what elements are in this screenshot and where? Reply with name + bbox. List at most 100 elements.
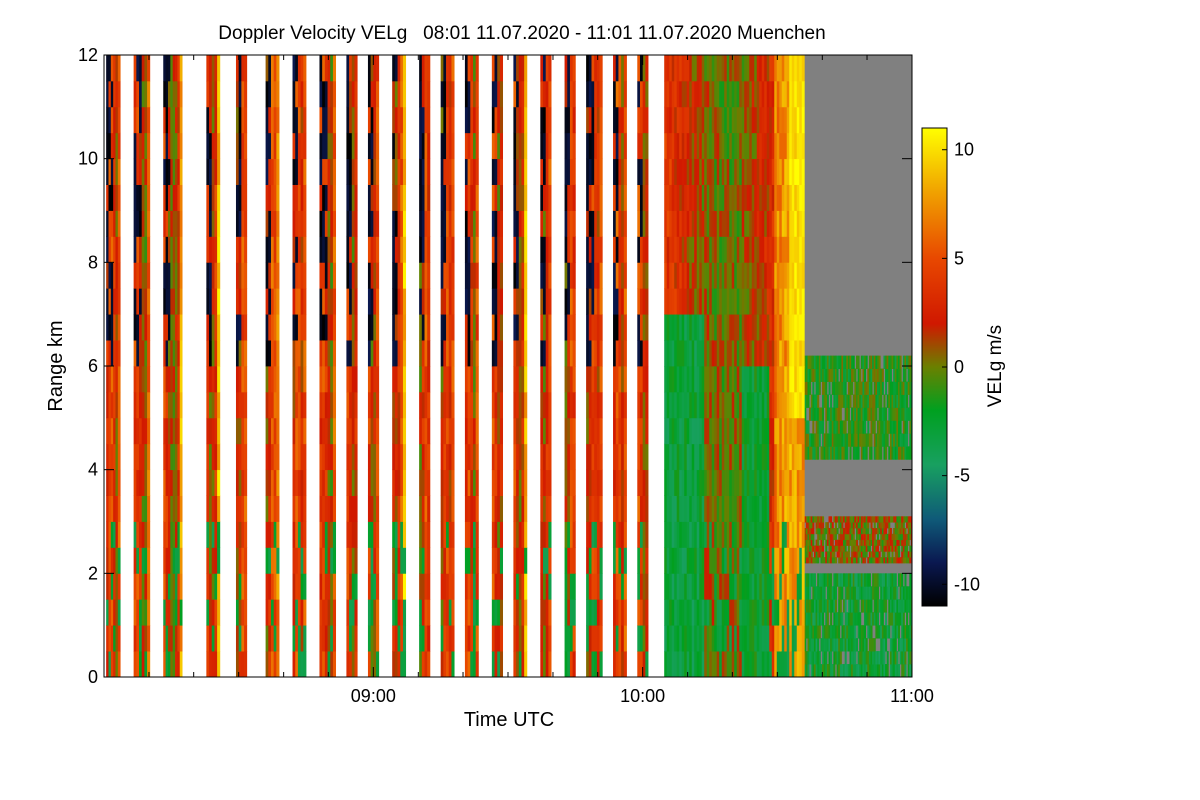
velocity-cell [897, 381, 901, 395]
velocity-cell [518, 236, 522, 263]
velocity-cell [163, 288, 167, 315]
velocity-cell [704, 236, 708, 263]
velocity-cell [110, 314, 114, 341]
velocity-cell [297, 106, 302, 134]
velocity-cell [849, 355, 852, 369]
velocity-cell [637, 314, 641, 341]
velocity-cell [295, 495, 299, 522]
velocity-cell [724, 210, 728, 237]
velocity-cell [907, 446, 910, 460]
velocity-cell [265, 262, 269, 289]
velocity-cell [896, 545, 899, 552]
velocity-cell [394, 391, 398, 419]
velocity-cell [543, 288, 547, 315]
velocity-cell [823, 625, 826, 639]
velocity-cell [108, 366, 112, 393]
velocity-cell [446, 495, 450, 522]
velocity-cell [822, 557, 825, 564]
velocity-cell [878, 599, 881, 613]
velocity-cell [878, 516, 881, 523]
velocity-cell [238, 547, 242, 574]
velocity-cell [292, 417, 296, 445]
velocity-cell [421, 80, 425, 108]
velocity-cell [868, 407, 871, 421]
velocity-cell [701, 495, 705, 522]
velocity-cell [914, 540, 916, 546]
velocity-cell [729, 443, 733, 471]
velocity-cell [163, 573, 167, 600]
velocity-cell [726, 599, 730, 626]
velocity-cell [913, 545, 915, 551]
velocity-cell [621, 417, 625, 445]
velocity-cell [901, 625, 904, 639]
velocity-cell [613, 391, 617, 419]
velocity-cell [813, 638, 816, 652]
velocity-cell [916, 664, 918, 677]
velocity-cell [467, 340, 471, 367]
velocity-cell [847, 533, 850, 541]
velocity-cell [709, 314, 713, 341]
velocity-cell [666, 521, 670, 548]
velocity-cell [599, 443, 603, 471]
velocity-cell [699, 236, 703, 263]
velocity-cell [714, 573, 718, 600]
velocity-cell [906, 446, 909, 460]
velocity-cell [766, 495, 770, 522]
velocity-cell [815, 527, 818, 535]
velocity-cell [844, 446, 847, 460]
velocity-cell [491, 599, 495, 626]
velocity-cell [295, 391, 299, 419]
velocity-cell [273, 651, 277, 677]
velocity-cell [691, 547, 695, 574]
velocity-cell [818, 381, 821, 395]
velocity-cell [421, 158, 425, 185]
velocity-cell [852, 557, 855, 564]
velocity-cell [618, 80, 622, 108]
velocity-cell [639, 132, 644, 160]
velocity-cell [828, 355, 831, 369]
velocity-cell [238, 262, 242, 289]
velocity-cell [749, 651, 753, 677]
velocity-cell [397, 625, 401, 652]
velocity-cell [322, 521, 326, 548]
velocity-cell [419, 158, 423, 185]
velocity-cell [897, 533, 901, 541]
velocity-cell [759, 184, 763, 211]
velocity-cell [679, 132, 683, 160]
velocity-cell [823, 599, 826, 613]
velocity-cell [756, 158, 760, 185]
velocity-cell [914, 522, 916, 528]
velocity-cell [400, 469, 404, 496]
velocity-cell [844, 625, 847, 639]
velocity-cell [867, 420, 870, 434]
velocity-cell [303, 469, 307, 496]
velocity-cell [711, 314, 715, 341]
velocity-cell [704, 366, 708, 393]
velocity-cell [691, 236, 695, 263]
velocity-cell [147, 288, 151, 315]
velocity-cell [209, 184, 213, 211]
velocity-cell [244, 132, 248, 160]
velocity-cell [719, 469, 723, 496]
velocity-cell [881, 516, 884, 523]
velocity-cell [868, 557, 871, 564]
velocity-cell [711, 288, 715, 315]
velocity-cell [238, 80, 242, 108]
velocity-cell [862, 651, 865, 665]
velocity-cell [704, 469, 708, 496]
velocity-cell [676, 184, 680, 211]
velocity-cell [238, 106, 242, 134]
velocity-cell [756, 495, 760, 522]
velocity-cell [888, 516, 891, 523]
velocity-cell [689, 651, 693, 677]
velocity-cell [681, 366, 685, 393]
scan-block [235, 55, 248, 677]
velocity-cell [440, 443, 444, 471]
velocity-cell [446, 521, 450, 548]
velocity-cell [764, 599, 768, 626]
velocity-cell [729, 288, 733, 315]
velocity-cell [716, 55, 720, 82]
velocity-cell [804, 664, 807, 677]
velocity-cell [834, 612, 837, 626]
velocity-cell [916, 551, 918, 557]
